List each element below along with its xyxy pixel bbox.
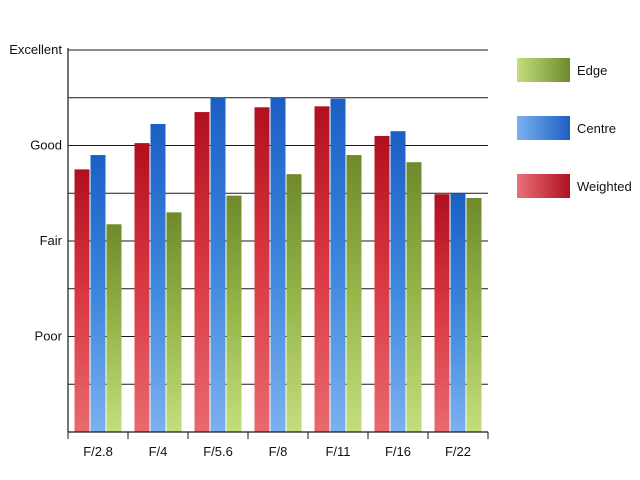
- legend-label-edge: Edge: [577, 63, 607, 78]
- y-tick-label-fair: Fair: [40, 233, 63, 248]
- x-tick-label-f-5-6: F/5.6: [203, 444, 233, 459]
- bar-centre-f-5-6: [211, 98, 226, 432]
- x-tick-label-f-16: F/16: [385, 444, 411, 459]
- bars: [75, 98, 482, 432]
- x-tick-label-f-8: F/8: [269, 444, 288, 459]
- bar-centre-f-11: [331, 99, 346, 432]
- x-tick-label-f-2-8: F/2.8: [83, 444, 113, 459]
- y-tick-label-good: Good: [30, 138, 62, 153]
- y-tick-label-poor: Poor: [35, 329, 63, 344]
- bar-edge-f-8: [287, 174, 302, 432]
- x-tick-label-f-4: F/4: [149, 444, 168, 459]
- bar-edge-f-5-6: [227, 196, 242, 432]
- legend-swatch-centre: [517, 116, 570, 140]
- bar-weighted-f-8: [255, 107, 270, 432]
- bar-centre-f-22: [451, 193, 466, 432]
- legend-label-centre: Centre: [577, 121, 616, 136]
- bar-centre-f-2-8: [91, 155, 106, 432]
- bar-weighted-f-5-6: [195, 112, 210, 432]
- bar-centre-f-4: [151, 124, 166, 432]
- bar-weighted-f-16: [375, 136, 390, 432]
- bar-edge-f-4: [167, 212, 182, 432]
- bar-edge-f-11: [347, 155, 362, 432]
- x-tick-label-f-22: F/22: [445, 444, 471, 459]
- legend: Edge Centre Weighted: [517, 58, 632, 198]
- bar-weighted-f-11: [315, 106, 330, 432]
- bar-weighted-f-4: [135, 143, 150, 432]
- bar-weighted-f-2-8: [75, 169, 90, 432]
- bar-edge-f-2-8: [107, 224, 122, 432]
- x-tick-label-f-11: F/11: [325, 444, 350, 459]
- legend-swatch-edge: [517, 58, 570, 82]
- bar-centre-f-8: [271, 98, 286, 432]
- bar-weighted-f-22: [435, 194, 450, 432]
- y-tick-label-excellent: Excellent: [9, 42, 62, 57]
- bar-centre-f-16: [391, 131, 406, 432]
- legend-swatch-weighted: [517, 174, 570, 198]
- bar-edge-f-16: [407, 162, 422, 432]
- legend-label-weighted: Weighted: [577, 179, 632, 194]
- bar-edge-f-22: [467, 198, 482, 432]
